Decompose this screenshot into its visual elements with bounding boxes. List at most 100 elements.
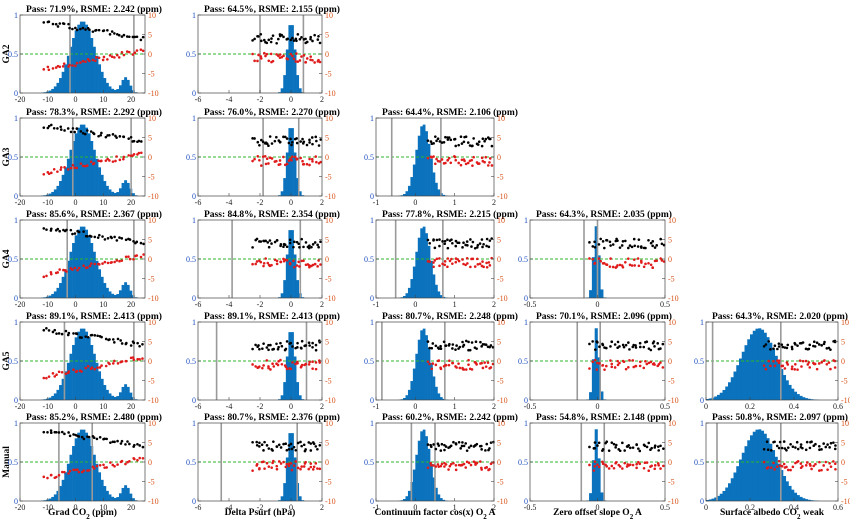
black-point: [260, 443, 264, 447]
xtick-label: 20: [127, 198, 135, 207]
hist-bar: [763, 433, 767, 501]
red-point: [467, 358, 470, 362]
black-point: [136, 341, 139, 345]
black-point: [45, 326, 48, 330]
black-point: [454, 144, 458, 148]
black-point: [312, 442, 316, 446]
hist-bar: [43, 297, 47, 298]
hist-bar: [79, 124, 83, 196]
black-point: [593, 348, 597, 351]
ytick-right-label: 5: [668, 236, 672, 245]
black-point: [791, 445, 795, 449]
black-point: [111, 133, 115, 136]
red-point: [486, 361, 490, 364]
red-point: [653, 363, 656, 366]
hist-bar: [59, 181, 62, 196]
ytick-right-label: -10: [668, 497, 679, 506]
red-point: [444, 463, 448, 466]
black-point: [643, 444, 647, 448]
panel-title: Pass: 85.6%, RSME: 2.367 (ppm): [26, 209, 162, 220]
black-point: [87, 435, 91, 439]
hist-bar: [739, 459, 743, 501]
xtick-label: -4: [226, 503, 233, 512]
red-point: [649, 263, 653, 267]
red-point: [463, 159, 466, 163]
hist-bar: [43, 399, 47, 400]
black-point: [319, 240, 322, 244]
red-point: [467, 363, 470, 366]
black-point: [309, 442, 313, 445]
red-point: [644, 359, 647, 363]
ytick-right-label: 5: [325, 31, 329, 40]
black-point: [808, 446, 812, 450]
red-point: [87, 469, 91, 472]
xtick-label: -2: [257, 503, 264, 512]
black-point: [265, 444, 269, 447]
red-point: [829, 367, 832, 371]
black-point: [490, 237, 493, 240]
hist-bar: [802, 397, 806, 400]
black-point: [460, 444, 464, 448]
red-point: [455, 366, 458, 369]
red-point: [650, 464, 653, 468]
xtick-label: 0: [289, 95, 293, 104]
black-point: [96, 334, 99, 338]
hist-bar: [591, 359, 595, 400]
panel: Pass: 85.2%, RSME: 2.480 (ppm)00.51-10-5…: [8, 412, 162, 512]
red-point: [804, 464, 808, 467]
red-point: [293, 265, 296, 269]
ytick-left-label: 1: [14, 419, 18, 428]
red-point: [786, 468, 790, 472]
panel-title: Pass: 85.2%, RSME: 2.480 (ppm): [26, 412, 162, 423]
red-point: [62, 62, 66, 65]
hist-bar: [92, 454, 96, 501]
hist-bar: [64, 167, 68, 196]
red-point: [653, 464, 657, 467]
hist-bar: [769, 443, 773, 501]
red-point: [488, 264, 492, 267]
red-point: [300, 465, 303, 468]
ytick-right-label: 0: [497, 153, 501, 162]
hist-bar: [769, 342, 773, 400]
ytick-right-label: -10: [841, 497, 850, 506]
hist-bar: [777, 362, 781, 400]
xtick-label: 0: [413, 198, 417, 207]
red-point: [820, 361, 823, 364]
red-point: [447, 363, 451, 367]
hist-bar: [766, 438, 770, 501]
red-point: [76, 268, 79, 272]
hist-bar: [437, 393, 441, 400]
red-point: [80, 470, 84, 474]
red-point: [46, 65, 50, 69]
red-point: [262, 364, 265, 367]
red-point: [120, 360, 124, 363]
red-point: [101, 58, 105, 62]
black-point: [56, 127, 59, 130]
red-point: [95, 56, 98, 59]
black-point: [132, 139, 136, 143]
black-point: [607, 449, 611, 452]
black-point: [488, 447, 491, 450]
black-point: [67, 431, 70, 434]
red-point: [790, 367, 794, 371]
black-point: [647, 347, 651, 350]
ytick-right-label: -10: [148, 396, 159, 405]
black-point: [294, 37, 298, 41]
hist-bar: [415, 454, 419, 501]
red-point: [73, 266, 77, 270]
black-point: [125, 341, 128, 345]
ytick-left-label: 1: [192, 318, 196, 327]
red-point: [45, 274, 48, 278]
black-point: [260, 138, 263, 142]
red-point: [262, 264, 265, 268]
black-point: [288, 241, 292, 245]
hist-bar: [733, 371, 737, 400]
red-point: [58, 65, 62, 69]
ytick-left-label: 0: [14, 192, 18, 201]
black-point: [280, 33, 284, 37]
ytick-right-label: -5: [668, 478, 675, 487]
black-point: [627, 443, 631, 447]
black-point: [621, 239, 625, 243]
black-point: [287, 447, 291, 451]
red-point: [120, 259, 124, 262]
